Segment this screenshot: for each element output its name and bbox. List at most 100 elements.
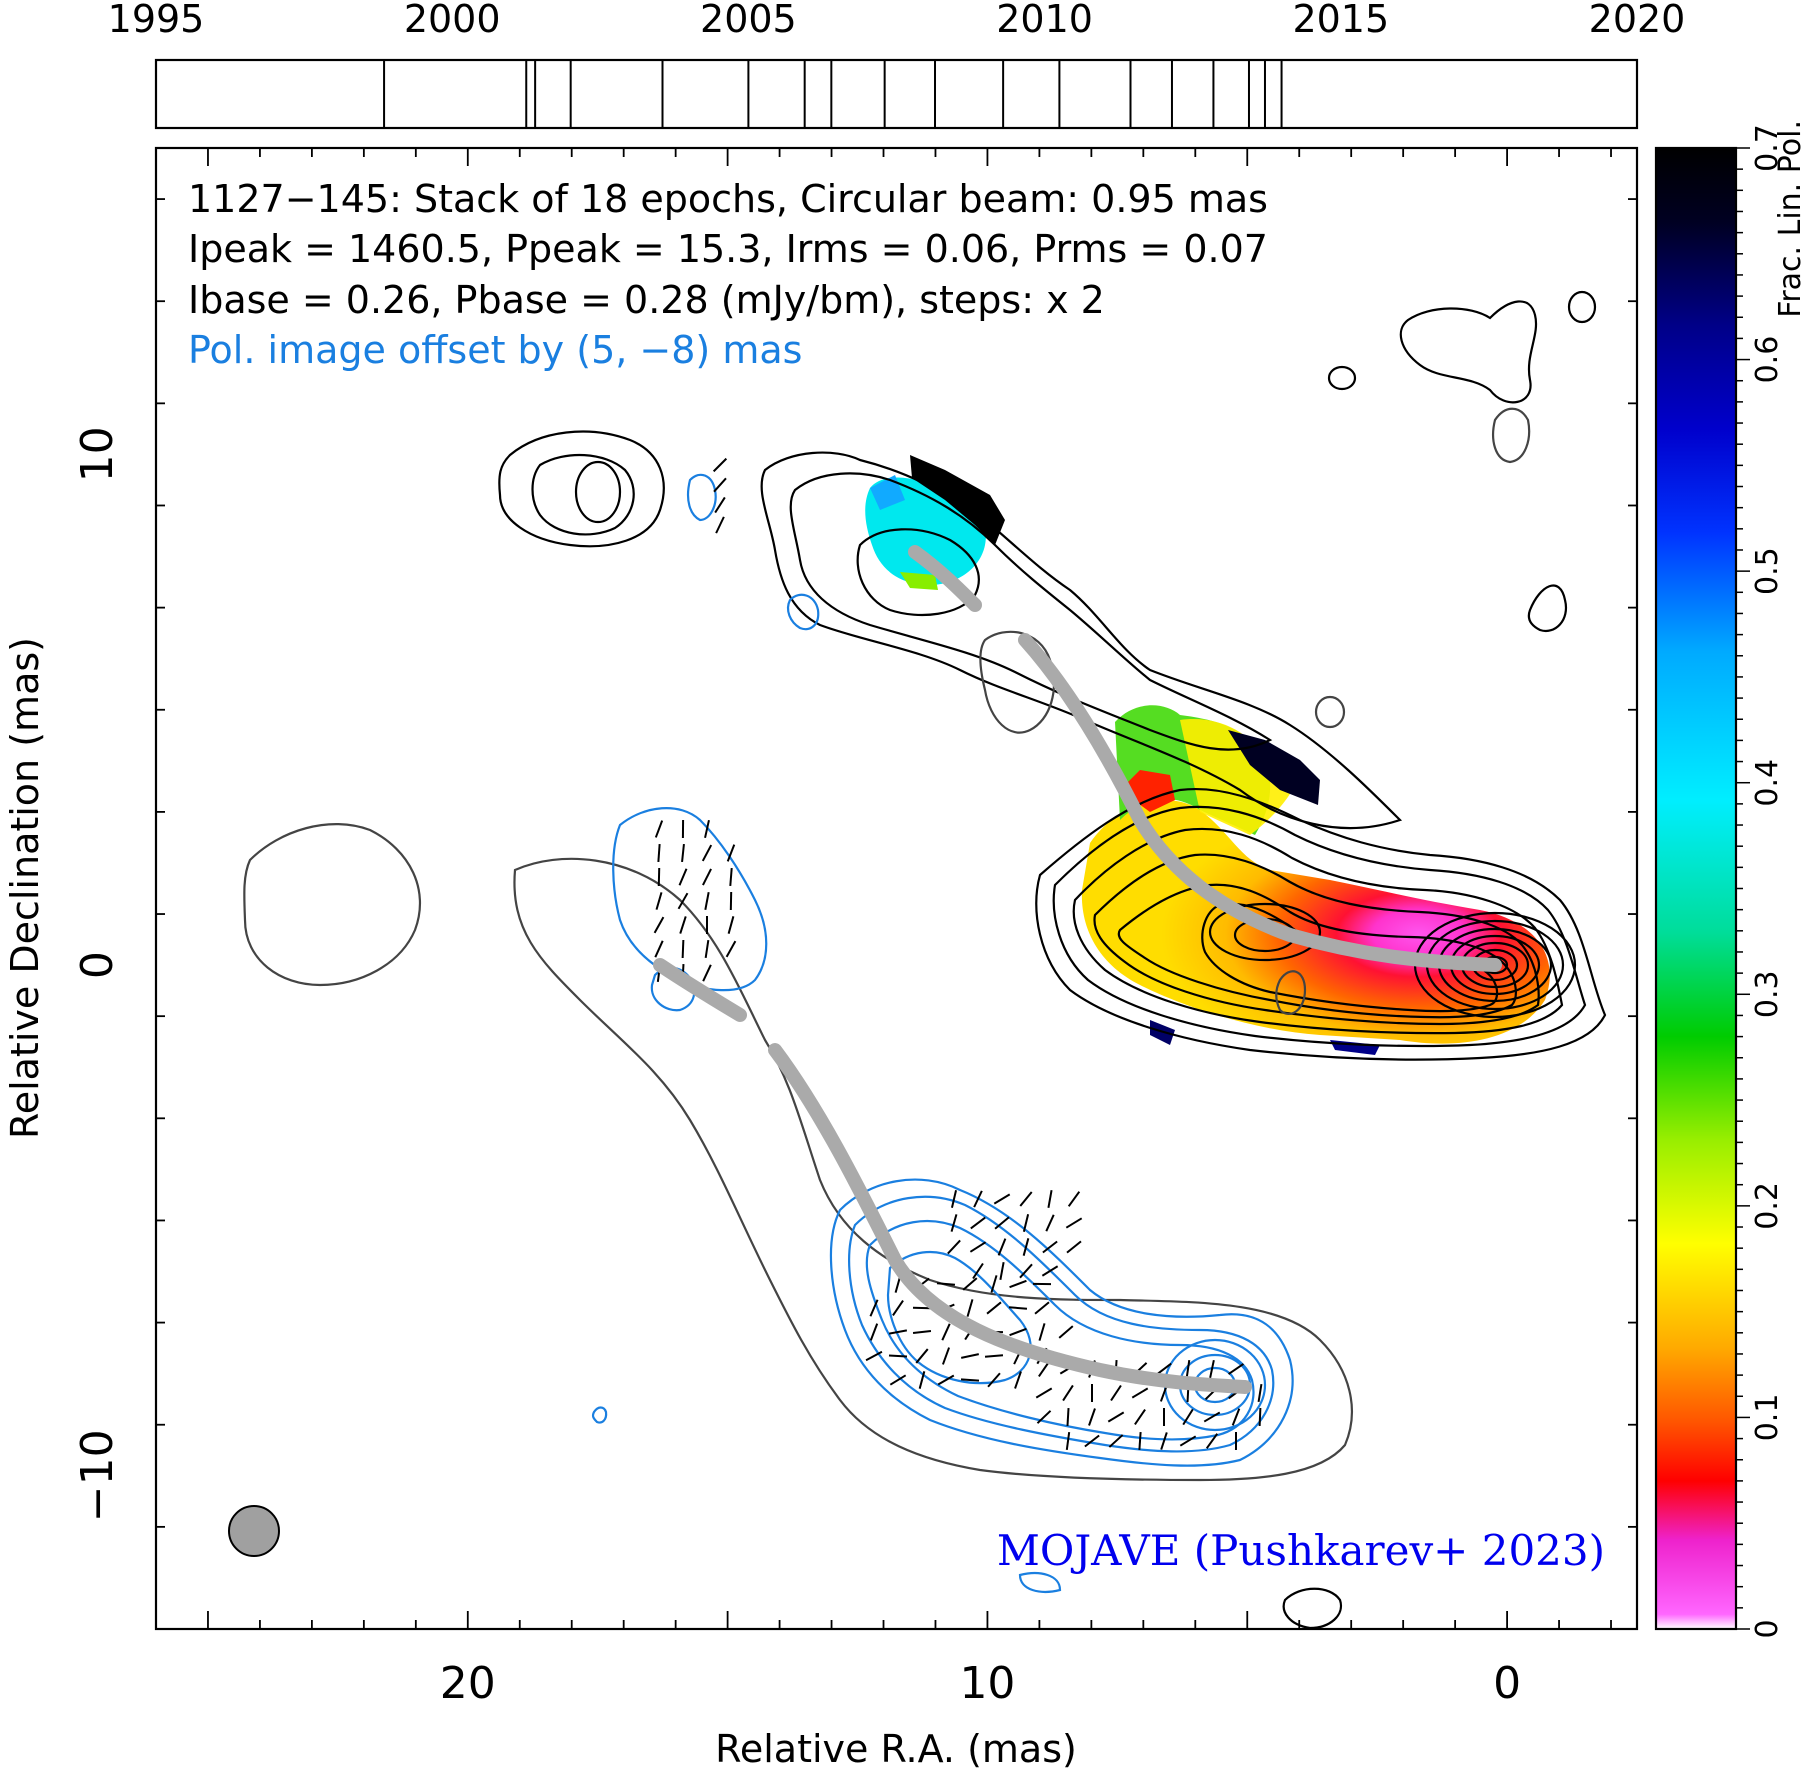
evpa-tick	[912, 1330, 932, 1334]
evpa-tick	[969, 1241, 987, 1253]
colorbar: 0 0.1 0.2 0.3 0.4 0.5 0.6 0.7 Frac. Lin. Pol.	[1654, 120, 1808, 1639]
gray-contour-sw-blob	[243, 823, 422, 987]
ridge-segment-3	[653, 958, 747, 1022]
epoch-timeline: 1995 2000 2005 2010 2015 2020	[108, 0, 1686, 130]
info-line-2: Ipeak = 1460.5, Ppeak = 15.3, Irms = 0.0…	[188, 227, 1268, 271]
evpa-tick	[679, 916, 687, 934]
evpa-tick	[970, 1216, 986, 1230]
low-level-gray-contours	[243, 407, 1531, 1482]
evpa-tick	[1065, 1217, 1083, 1229]
evpa-tick	[865, 1350, 883, 1362]
timeline-year-label-5: 2020	[1589, 0, 1686, 41]
y-axis-label: Relative Declination (mas)	[3, 637, 47, 1139]
evpa-tick	[727, 916, 735, 934]
evpa-tick	[681, 843, 685, 863]
timeline-year-label-1: 2000	[404, 0, 501, 41]
colorbar-tick-label-1: 0.1	[1750, 1394, 1785, 1442]
y-tick-label-0: 10	[72, 426, 123, 482]
ridge-segment-1	[908, 545, 982, 612]
evpa-tick	[950, 1190, 958, 1208]
ridge-segment-4	[768, 1043, 1252, 1394]
evpa-tick	[726, 844, 736, 862]
evpa-tick	[1231, 1408, 1241, 1426]
evpa-tick	[701, 844, 713, 862]
evpa-tick	[1108, 1434, 1124, 1448]
evpa-tick	[729, 867, 733, 887]
evpa-tick	[1065, 1431, 1071, 1451]
evpa-tick	[1045, 1214, 1055, 1232]
evpa-tick	[1042, 1240, 1058, 1254]
evpa-tick	[1034, 1301, 1050, 1315]
evpa-tick	[1022, 1214, 1030, 1232]
evpa-tick	[984, 1354, 1004, 1358]
frac-pol-blue-edge	[870, 475, 905, 510]
timeline-epoch-ticks	[383, 60, 1283, 128]
evpa-tick	[1047, 1189, 1053, 1209]
pol-contour-lower-1	[829, 1178, 1294, 1467]
evpa-tick	[950, 1214, 958, 1232]
gray-contour-isolated-1	[1314, 695, 1346, 729]
colorbar-tick-label-0: 0	[1750, 1619, 1785, 1638]
evpa-tick	[972, 1262, 984, 1280]
frac-pol-red-spot	[1120, 770, 1175, 812]
evpa-tick	[1179, 1435, 1197, 1447]
frac-pol-green-edge	[900, 572, 938, 590]
stokes-i-contour-3	[1072, 827, 1564, 1035]
evpa-tick	[941, 1323, 951, 1341]
x-tick-label-0: 20	[440, 1658, 496, 1709]
evpa-tick	[1138, 1431, 1142, 1451]
evpa-tick	[966, 1299, 974, 1317]
evpa-tick	[915, 1348, 929, 1364]
evpa-tick	[702, 964, 712, 982]
colorbar-tick-label-3: 0.3	[1750, 970, 1785, 1018]
info-line-1: 1127−145: Stack of 18 epochs, Circular b…	[188, 177, 1268, 221]
evpa-tick	[1062, 1384, 1074, 1402]
stokes-i-contour-isolated-3	[1327, 365, 1357, 391]
evpa-tick	[960, 1353, 980, 1359]
evpa-tick	[1009, 1279, 1027, 1289]
evpa-tick	[704, 819, 710, 839]
evpa-tick	[1038, 1323, 1046, 1341]
evpa-tick	[1107, 1411, 1125, 1423]
evpa-tick	[990, 1275, 998, 1293]
evpa-tick	[1008, 1306, 1028, 1310]
map-frame	[154, 146, 1639, 1631]
evpa-tick	[1257, 1383, 1263, 1403]
polarized-intensity-contours	[591, 473, 1294, 1593]
colorbar-tick-label-5: 0.5	[1750, 547, 1785, 595]
x-tick-label-1: 10	[959, 1658, 1015, 1709]
evpa-tick	[677, 892, 689, 910]
pol-contour-lower-2	[848, 1195, 1275, 1453]
evpa-tick	[681, 939, 685, 959]
evpa-tick	[869, 1299, 879, 1317]
timeline-year-label-3: 2010	[996, 0, 1093, 41]
evpa-tick	[704, 891, 710, 911]
evpa-tick	[1019, 1263, 1033, 1279]
evpa-tick	[1134, 1409, 1146, 1425]
evpa-tick	[1185, 1359, 1191, 1379]
evpa-tick	[986, 1301, 1002, 1315]
evpa-tick	[1209, 1359, 1215, 1379]
pol-contour-lower-3	[865, 1219, 1255, 1441]
colorbar-tick-label-7: 0.7	[1750, 124, 1785, 172]
pol-contour-isolated-4	[1018, 1572, 1062, 1593]
y-tick-label-2: −10	[72, 1429, 123, 1522]
evpa-tick	[1067, 1191, 1081, 1207]
y-tick-label-1: 0	[72, 951, 123, 979]
stokes-i-contour-jet-outer	[760, 451, 1403, 830]
stokes-i-contour-ne-blob-1	[498, 430, 665, 548]
stokes-i-contour-jet-inner	[856, 528, 980, 617]
gray-contour-isolated-3	[1275, 970, 1307, 1015]
stokes-i-contour-5	[1117, 883, 1517, 1019]
x-axis-label: Relative R.A. (mas)	[715, 1727, 1077, 1771]
evpa-tick	[654, 820, 664, 838]
pol-contour-isolated-2	[786, 593, 820, 631]
evpa-tick	[936, 1282, 956, 1286]
evpa-tick	[1041, 1265, 1059, 1277]
evpa-tick	[714, 496, 726, 514]
evpa-tick	[725, 940, 737, 958]
colorbar-ticks	[1736, 147, 1750, 1630]
gray-contour-isolated-2	[1492, 407, 1531, 464]
stokes-i-contour-ne-blob-2	[531, 453, 635, 536]
info-line-3: Ibase = 0.26, Pbase = 0.28 (mJy/bm), ste…	[188, 278, 1105, 322]
